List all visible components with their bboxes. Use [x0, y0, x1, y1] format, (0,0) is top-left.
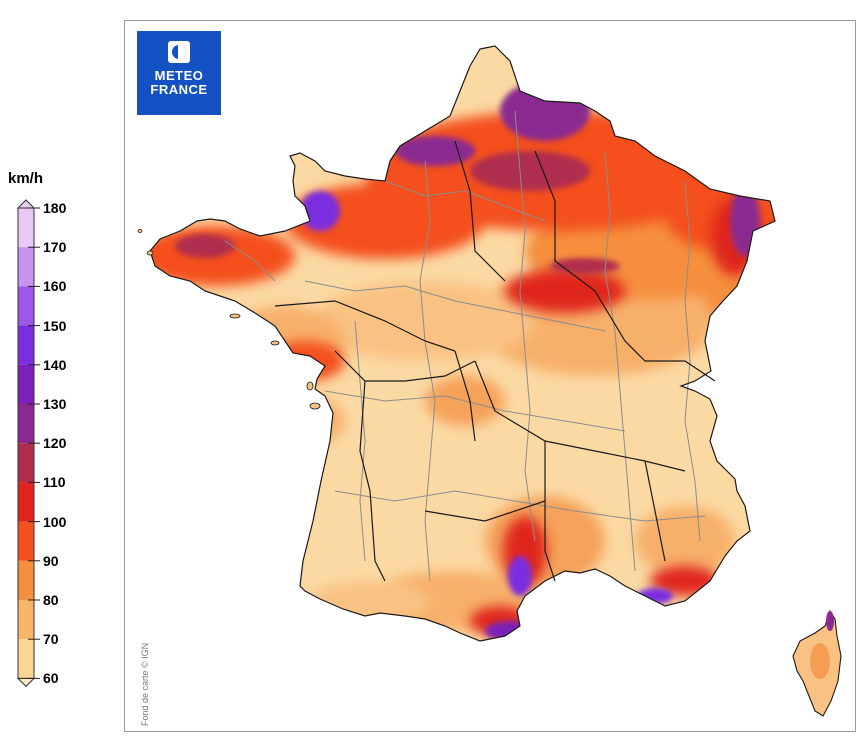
- legend-swatch: [18, 325, 34, 365]
- wind-field: [150, 46, 775, 641]
- color-legend: km/h 180 170 160 150 140 130 120 110 100 90 80 70 60: [0, 0, 120, 750]
- corsica: [792, 609, 842, 717]
- logo-line-1: METEO: [154, 68, 204, 83]
- legend-swatch: [18, 482, 34, 522]
- legend-unit: km/h: [8, 170, 44, 187]
- legend-tick-label: 140: [43, 356, 67, 373]
- logo-line-2: FRANCE: [150, 82, 208, 97]
- legend-tick-label: 130: [43, 396, 67, 412]
- legend-tick-label: 70: [43, 631, 59, 648]
- legend-tick-label: 150: [43, 317, 67, 334]
- region-borders: [274, 140, 716, 582]
- france-outline: [149, 45, 776, 642]
- legend-tick-label: 60: [43, 670, 59, 687]
- legend-swatch: [18, 560, 34, 600]
- legend-colorbar: [16, 199, 40, 688]
- legend-cap-top: [16, 199, 36, 209]
- legend-tick-label: 120: [43, 435, 67, 452]
- map-credit: Fond de carte © IGN: [140, 642, 150, 726]
- legend-swatch: [18, 208, 34, 248]
- legend-swatch: [18, 639, 34, 679]
- legend-tick-label: 160: [43, 278, 67, 295]
- legend-swatch: [18, 404, 34, 444]
- legend-swatch: [18, 521, 34, 561]
- map-frame: METEO FRANCE Fond de carte © IGN: [124, 20, 856, 732]
- islands: [137, 229, 321, 410]
- wind-gust-map: [137, 45, 842, 717]
- legend-swatch: [18, 600, 34, 640]
- meteo-france-logo: METEO FRANCE: [137, 31, 221, 115]
- legend-tick-label: 100: [43, 513, 67, 530]
- legend-tick-label: 170: [43, 239, 67, 256]
- legend-tick-label: 180: [43, 200, 67, 216]
- legend-tick-label: 80: [43, 592, 59, 608]
- meteo-france-emblem-icon: [168, 41, 190, 63]
- legend-swatch: [18, 364, 34, 404]
- legend-swatch: [18, 247, 34, 287]
- legend-swatch: [18, 286, 34, 326]
- legend-tick-label: 90: [43, 552, 59, 569]
- legend-cap-bottom: [16, 677, 36, 688]
- legend-tick-label: 110: [43, 474, 66, 491]
- legend-swatch: [18, 443, 34, 483]
